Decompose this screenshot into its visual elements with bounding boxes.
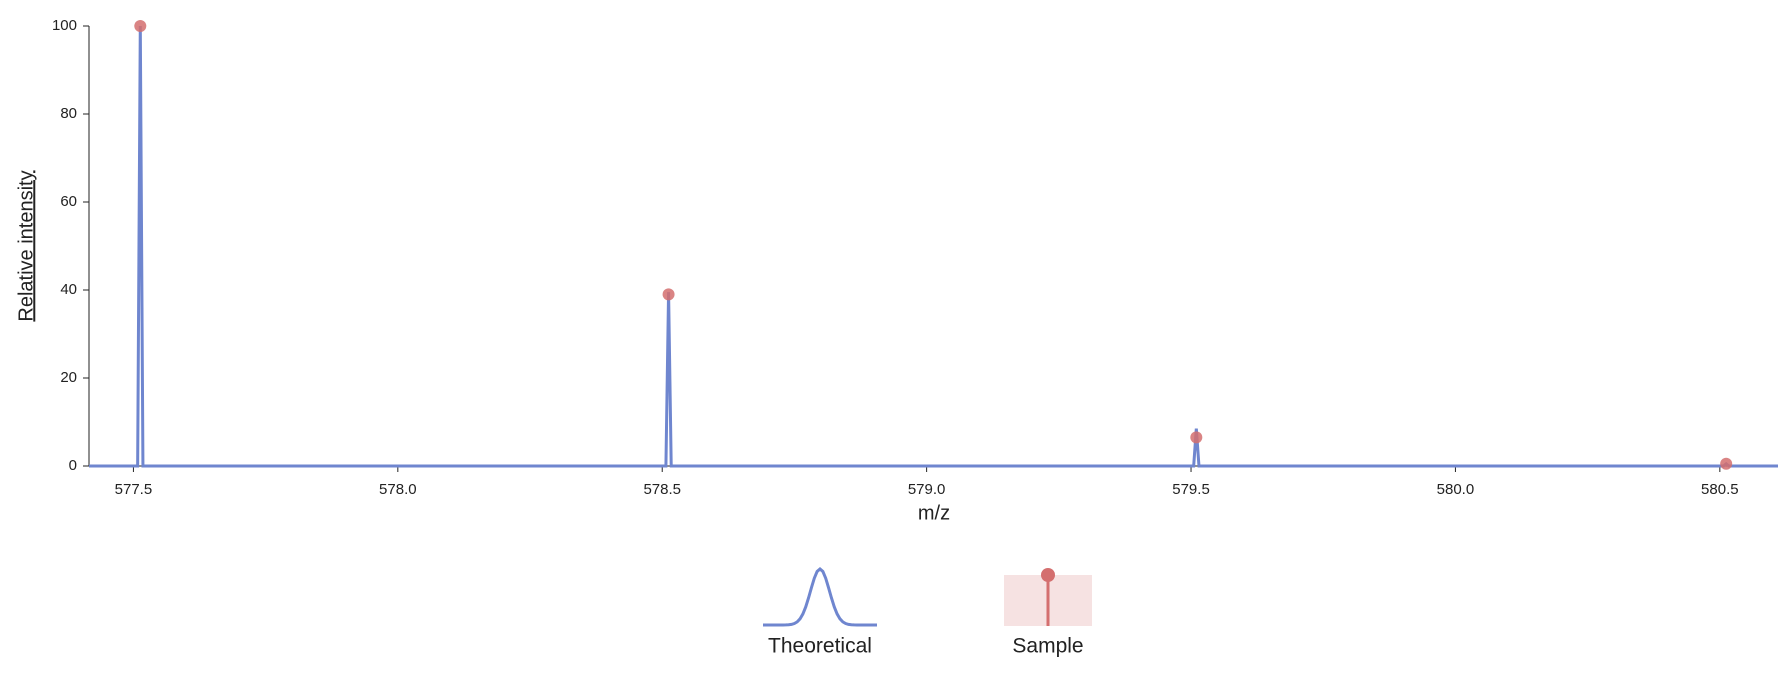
y-tick-label: 40: [60, 281, 77, 298]
y-tick-label: 80: [60, 105, 77, 122]
x-tick-label: 580.5: [1701, 481, 1739, 498]
legend-icon-dot: [1041, 568, 1055, 582]
x-tick-label: 577.5: [115, 481, 153, 498]
sample-point: [1720, 457, 1733, 470]
x-axis-title: m/z: [918, 502, 950, 524]
x-tick-label: 578.5: [643, 481, 681, 498]
legend-label: Sample: [1012, 635, 1083, 658]
y-tick-label: 0: [69, 457, 77, 474]
x-tick-label: 579.0: [908, 481, 946, 498]
y-axis-title: Relative intensity: [15, 170, 37, 321]
y-tick-label: 20: [60, 369, 77, 386]
y-tick-label: 60: [60, 193, 77, 210]
sample-point: [662, 288, 675, 301]
legend-icon-curve: [763, 567, 877, 627]
sample-point: [134, 20, 147, 32]
sample-point: [1190, 431, 1203, 444]
x-tick-label: 578.0: [379, 481, 417, 498]
x-tick-label: 579.5: [1172, 481, 1210, 498]
y-tick-label: 100: [52, 17, 77, 34]
x-tick-label: 580.0: [1437, 481, 1475, 498]
theoretical-line: [89, 25, 1778, 468]
legend-label: Theoretical: [768, 635, 872, 658]
